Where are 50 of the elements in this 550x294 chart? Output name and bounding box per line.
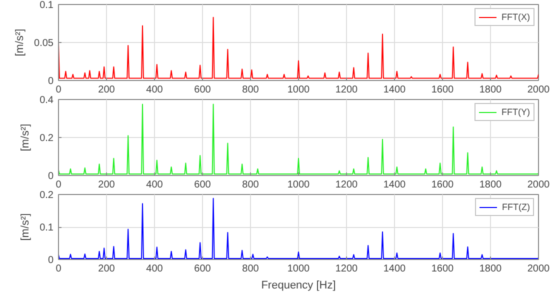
x-tick-label: 0: [56, 84, 62, 96]
x-tick-label: 1200: [335, 264, 358, 274]
x-tick-label: 200: [98, 264, 116, 274]
x-tick-label: 400: [146, 264, 164, 274]
x-tick-label: 1600: [431, 264, 454, 274]
x-tick-label: 1400: [383, 180, 406, 190]
x-tick-label: 1800: [479, 180, 502, 190]
x-tick-label: 800: [242, 264, 260, 274]
y-axis-title: [m/s²]: [14, 28, 26, 56]
x-tick-label: 800: [242, 180, 260, 190]
legend-label: FFT(X): [502, 12, 530, 22]
x-tick-label: 1600: [431, 180, 454, 190]
x-tick-label: 200: [98, 84, 116, 96]
y-axis-title: [m/s²]: [20, 124, 32, 152]
x-tick-label: 1600: [431, 84, 454, 96]
x-tick-label: 2000: [527, 84, 550, 96]
x-tick-label: 1800: [479, 84, 502, 96]
x-tick-label: 1000: [287, 264, 310, 274]
x-tick-label: 1400: [383, 84, 406, 96]
y-tick-label: 0: [48, 76, 54, 87]
x-tick-label: 600: [194, 84, 212, 96]
x-tick-label: 200: [98, 180, 116, 190]
line-series: [58, 198, 538, 260]
y-tick-label: 0.1: [40, 0, 54, 11]
x-tick-label: 600: [194, 180, 212, 190]
x-axis-title: Frequency [Hz]: [261, 280, 336, 292]
legend-label: FFT(Z): [502, 202, 530, 212]
y-tick-label: 0: [48, 171, 54, 182]
x-tick-label: 400: [146, 84, 164, 96]
x-tick-label: 1000: [287, 84, 310, 96]
x-tick-label: 0: [56, 180, 62, 190]
x-tick-label: 400: [146, 180, 164, 190]
y-tick-label: 0.1: [40, 222, 54, 234]
x-tick-label: 0: [56, 264, 62, 274]
legend-label: FFT(Y): [502, 107, 530, 117]
x-tick-label: 600: [194, 264, 212, 274]
y-axis-title: [m/s²]: [20, 213, 32, 241]
x-tick-label: 2000: [527, 180, 550, 190]
x-tick-label: 1800: [479, 264, 502, 274]
y-tick-label: 0.2: [40, 190, 54, 201]
y-tick-label: 0: [48, 255, 54, 266]
x-tick-label: 1000: [287, 180, 310, 190]
x-tick-label: 1400: [383, 264, 406, 274]
x-tick-label: 2000: [527, 264, 550, 274]
y-tick-label: 0.4: [40, 95, 54, 106]
x-tick-label: 1200: [335, 180, 358, 190]
x-tick-label: 800: [242, 84, 260, 96]
y-tick-label: 0.05: [34, 38, 54, 49]
y-tick-label: 0.2: [40, 133, 54, 144]
x-tick-label: 1200: [335, 84, 358, 96]
